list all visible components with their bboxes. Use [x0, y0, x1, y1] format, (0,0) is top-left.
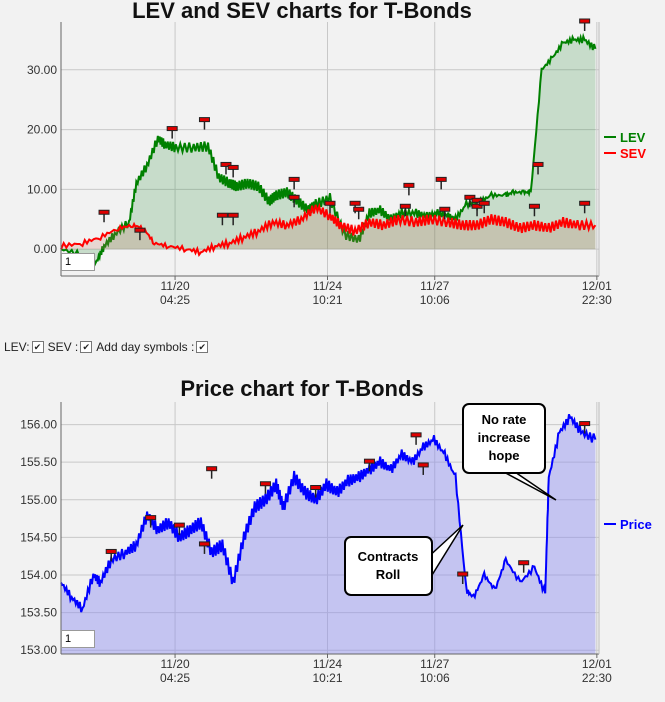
- chart-controls: LEV: ✔ SEV : ✔ Add day symbols : ✔: [4, 340, 212, 354]
- lev-toggle-label: LEV:: [4, 340, 30, 354]
- day-marker: [216, 212, 228, 218]
- legend-label-price: Price: [620, 517, 652, 532]
- x-tick-date: 11/24: [313, 279, 342, 293]
- day-marker: [579, 18, 591, 24]
- x-tick-date: 11/20: [160, 657, 189, 671]
- x-tick-date: 11/20: [160, 279, 189, 293]
- callout-text: hope: [488, 448, 519, 463]
- x-tick-time: 10:21: [312, 671, 342, 685]
- x-tick-time: 22:30: [582, 671, 612, 685]
- x-tick-time: 04:25: [160, 293, 190, 307]
- x-tick-date: 11/27: [420, 279, 449, 293]
- day-marker: [399, 203, 411, 209]
- y-tick-label: 155.50: [20, 455, 57, 469]
- y-tick-label: 20.00: [27, 123, 57, 137]
- x-tick-time: 10:06: [420, 293, 450, 307]
- day-marker: [324, 200, 336, 206]
- series-line-price: [60, 413, 597, 613]
- chart-title-lev-sev: LEV and SEV charts for T-Bonds: [132, 0, 472, 23]
- day-marker: [528, 203, 540, 209]
- y-tick-label: 153.50: [20, 606, 57, 620]
- day-marker: [403, 182, 415, 188]
- series-line-lev: [60, 32, 597, 268]
- callout-text: No rate: [482, 412, 527, 427]
- sev-checkbox[interactable]: ✔: [80, 341, 93, 353]
- day-marker: [220, 161, 232, 167]
- day-marker: [457, 571, 469, 577]
- x-tick-date: 11/24: [313, 657, 342, 671]
- legend-label-sev: SEV: [620, 146, 646, 161]
- day-marker: [198, 541, 210, 547]
- day-marker: [227, 164, 239, 170]
- callout-pointer: [499, 469, 557, 501]
- series-area-price: [61, 414, 596, 654]
- day-marker: [349, 200, 361, 206]
- callout-box: [462, 403, 546, 474]
- plot-area: [61, 22, 599, 276]
- x-tick-time: 04:25: [160, 671, 190, 685]
- y-tick-label: 0.00: [34, 242, 58, 256]
- x-tick-time: 10:06: [420, 671, 450, 685]
- day-marker: [410, 432, 422, 438]
- day-marker: [464, 194, 476, 200]
- sev-toggle-label: SEV :: [47, 340, 79, 354]
- day-marker: [259, 481, 271, 487]
- annotation-no-rate-hope: No rate increase hope: [462, 403, 557, 501]
- lev-checkbox[interactable]: ✔: [31, 341, 44, 353]
- day-marker: [435, 176, 447, 182]
- day-marker: [532, 161, 544, 167]
- day-marker: [134, 227, 146, 233]
- annotation-contracts-roll: Contracts Roll: [344, 524, 464, 596]
- callout-text: Contracts: [358, 549, 419, 564]
- chart-title-price: Price chart for T-Bonds: [180, 376, 424, 401]
- day-marker: [198, 117, 210, 123]
- y-tick-label: 155.00: [20, 493, 57, 507]
- day-marker: [288, 176, 300, 182]
- day-marker: [417, 462, 429, 468]
- y-tick-label: 153.00: [20, 643, 57, 657]
- y-tick-label: 30.00: [27, 63, 57, 77]
- day-marker: [363, 458, 375, 464]
- day-marker: [471, 203, 483, 209]
- series-line-sev: [60, 202, 597, 257]
- y-tick-label: 156.00: [20, 418, 57, 432]
- plot-area: [61, 402, 599, 654]
- callout-text: increase: [478, 430, 531, 445]
- x-tick-time: 22:30: [582, 293, 612, 307]
- callout-text: Roll: [376, 567, 401, 582]
- day-marker: [518, 560, 530, 566]
- day-marker: [173, 522, 185, 528]
- y-tick-label: 154.50: [20, 530, 57, 544]
- series-area-sev: [61, 204, 596, 255]
- day-marker: [105, 548, 117, 554]
- day-marker: [471, 197, 483, 203]
- x-tick-time: 10:21: [312, 293, 342, 307]
- day-marker: [166, 126, 178, 132]
- zoom-input-bottom[interactable]: [61, 630, 95, 648]
- callout-pointer: [424, 524, 464, 577]
- zoom-input-top[interactable]: [61, 253, 95, 271]
- day-marker: [439, 206, 451, 212]
- series-area-lev: [61, 36, 596, 265]
- day-marker: [579, 200, 591, 206]
- y-tick-label: 154.00: [20, 568, 57, 582]
- x-tick-date: 12/01: [582, 279, 612, 293]
- y-tick-label: 10.00: [27, 182, 57, 196]
- day-marker: [353, 206, 365, 212]
- day-symbols-checkbox[interactable]: ✔: [196, 341, 209, 353]
- day-marker: [579, 421, 591, 427]
- x-tick-date: 11/27: [420, 657, 449, 671]
- day-marker: [310, 485, 322, 491]
- callout-box: [344, 536, 433, 596]
- legend-label-lev: LEV: [620, 130, 646, 145]
- day-marker: [145, 515, 157, 521]
- day-marker: [288, 194, 300, 200]
- day-marker: [206, 466, 218, 472]
- day-symbols-label: Add day symbols :: [96, 340, 195, 354]
- x-tick-date: 12/01: [582, 657, 612, 671]
- day-marker: [227, 212, 239, 218]
- day-marker: [98, 209, 110, 215]
- day-marker: [478, 200, 490, 206]
